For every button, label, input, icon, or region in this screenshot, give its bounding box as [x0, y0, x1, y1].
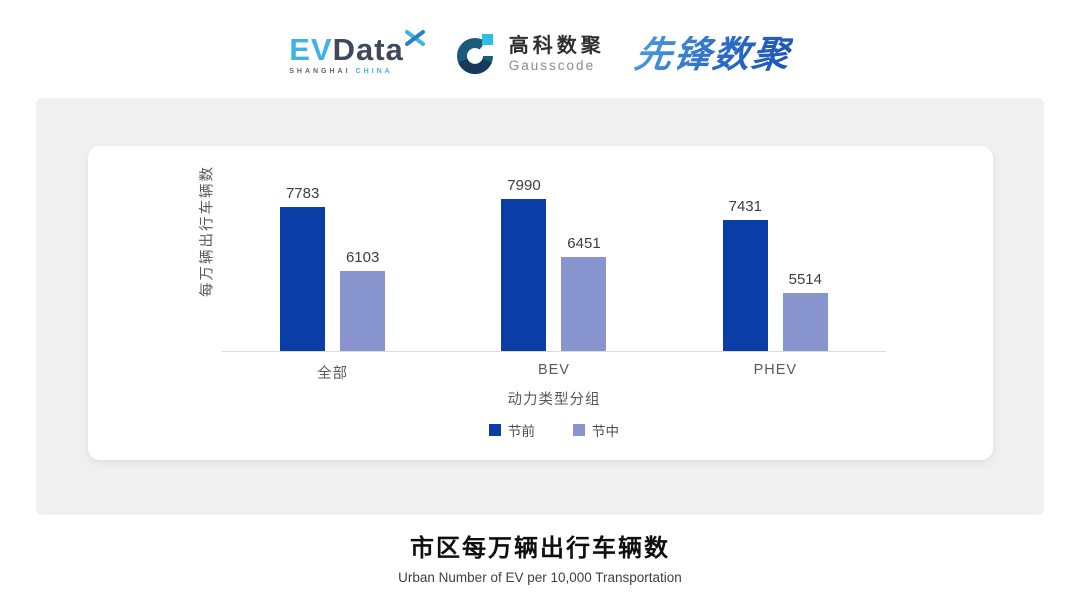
bar: 5514: [782, 271, 828, 351]
legend-swatch: [573, 424, 585, 436]
chart-panel: 每万辆出行车辆数 7783 6103 全部 7990 6451 BEV 7431 5514 PH…: [36, 98, 1044, 515]
evdata-data-text: Data: [332, 31, 404, 67]
bar-group: 7431 5514 PHEV: [722, 146, 828, 378]
bar-value-label: 7990: [507, 177, 541, 194]
bar-group: 7783 6103 全部: [280, 146, 386, 382]
bar: 6103: [340, 249, 386, 351]
legend-label: 节中: [592, 424, 619, 439]
chart-card: 每万辆出行车辆数 7783 6103 全部 7990 6451 BEV 7431 5514 PH…: [88, 146, 993, 460]
category-label: PHEV: [753, 362, 798, 378]
gausscode-text: 高科数聚 Gausscode: [509, 35, 605, 74]
x-axis-label: 动力类型分组: [507, 392, 601, 408]
evdata-x-icon: [404, 29, 425, 46]
gausscode-cn-text: 高科数聚: [508, 34, 605, 57]
bar-value-label: 6103: [345, 249, 380, 266]
footer: 市区每万辆出行车辆数 Urban Number of EV per 10,000…: [0, 528, 1080, 585]
bar-value-label: 5514: [788, 271, 822, 288]
gausscode-logo: 高科数聚 Gausscode: [455, 31, 605, 77]
gausscode-g-icon: [456, 34, 493, 74]
evdata-china-text: CHINA: [355, 67, 393, 75]
legend-swatch: [489, 424, 501, 436]
bar-value-label: 6451: [567, 235, 601, 252]
evdata-ev-text: EV: [289, 31, 333, 67]
bar-value-label: 7783: [285, 185, 320, 202]
plot-area: 7783 6103 全部 7990 6451 BEV 7431 5514 PHEV: [222, 146, 886, 382]
bar: 7990: [501, 177, 547, 351]
y-axis-label: 每万辆出行车辆数: [199, 165, 216, 297]
legend: 节前 节中: [222, 420, 886, 440]
category-label: BEV: [537, 362, 570, 378]
bar-value-label: 7431: [728, 198, 762, 215]
pioneer-logo: 先锋数聚: [631, 33, 794, 75]
evdata-wordmark: EV Data: [289, 29, 425, 67]
evdata-logo: EV Data SHANGHAI CHINA: [289, 29, 425, 75]
evdata-shanghai-text: SHANGHAI: [289, 67, 351, 75]
bar: 7783: [280, 185, 326, 351]
gausscode-en-text: Gausscode: [508, 57, 596, 73]
chart-title: 市区每万辆出行车辆数: [410, 535, 670, 562]
bar-group: 7990 6451 BEV: [501, 146, 607, 378]
bar: 6451: [561, 235, 607, 351]
header-logos: EV Data SHANGHAI CHINA 高科数聚 Gausscode: [0, 18, 1080, 90]
legend-item: 节中: [573, 420, 619, 440]
chart-subtitle: Urban Number of EV per 10,000 Transporta…: [398, 570, 682, 585]
legend-label: 节前: [508, 424, 535, 439]
category-label: 全部: [317, 366, 349, 382]
evdata-subtext: SHANGHAI CHINA: [289, 68, 392, 75]
legend-item: 节前: [489, 420, 535, 440]
bar: 7431: [722, 198, 768, 351]
